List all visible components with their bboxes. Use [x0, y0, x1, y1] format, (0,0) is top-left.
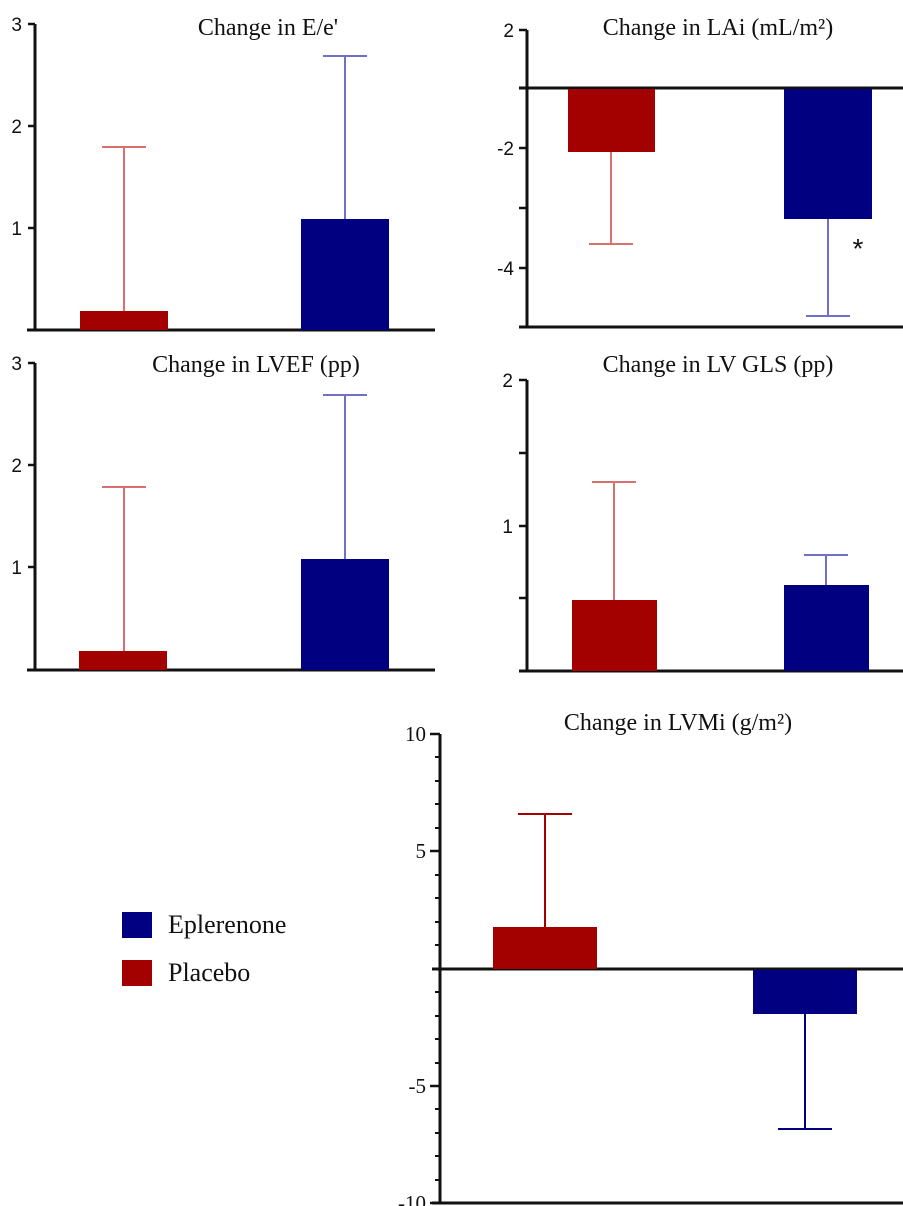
panel-title: Change in LVEF (pp): [152, 352, 360, 378]
bar-eplerenone: [753, 970, 857, 1014]
legend-item-eplerenone: Eplerenone: [122, 910, 286, 940]
y-tick-label: 3: [11, 354, 22, 375]
y-tick-label: 1: [502, 517, 513, 538]
bar-placebo: [79, 651, 167, 670]
y-tick-label: -2: [497, 139, 514, 160]
legend-label: Eplerenone: [168, 910, 287, 939]
panel-lv-gls: Change in LV GLS (pp) 1 2: [502, 352, 903, 673]
panel-title: Change in E/e': [198, 15, 338, 41]
bar-eplerenone: [301, 219, 389, 330]
panel-e-e: Change in E/e' 1 2 3: [11, 15, 435, 332]
bar-eplerenone: [784, 89, 872, 219]
significance-asterisk: *: [853, 233, 864, 264]
panel-title: Change in LV GLS (pp): [603, 352, 834, 378]
bar-placebo: [80, 311, 168, 330]
y-tick-label: 2: [502, 371, 513, 392]
panel-lvmi: Change in LVMi (g/m²) 10: [398, 710, 903, 1206]
legend-swatch-eplerenone: [122, 912, 152, 938]
bar-eplerenone: [301, 559, 389, 670]
y-tick-label: 2: [11, 117, 22, 138]
legend-label: Placebo: [168, 958, 251, 987]
legend-item-placebo: Placebo: [122, 958, 286, 988]
y-tick-label: -10: [398, 1191, 426, 1206]
y-tick-label: 1: [11, 219, 22, 240]
panel-title: Change in LAi (mL/m²): [603, 15, 833, 41]
bar-placebo: [572, 600, 657, 671]
y-tick-label: 2: [11, 456, 22, 477]
y-tick-label: -4: [497, 259, 514, 280]
legend-swatch-placebo: [122, 960, 152, 986]
bar-eplerenone: [784, 585, 869, 671]
y-minor-ticks: [435, 756, 440, 1181]
panel-title: Change in LVMi (g/m²): [564, 710, 792, 736]
y-tick-label: 10: [405, 722, 426, 746]
y-tick-label: -5: [409, 1074, 427, 1098]
legend: Eplerenone Placebo: [122, 910, 286, 1006]
panel-lvef: Change in LVEF (pp) 1 2 3: [11, 352, 435, 672]
panel-lai: Change in LAi (mL/m²) 2 -2 -4 *: [497, 15, 903, 329]
bar-placebo: [493, 927, 597, 969]
bar-placebo: [568, 89, 655, 152]
y-tick-label: 5: [416, 839, 427, 863]
y-tick-label: 3: [11, 15, 22, 36]
y-tick-label: 2: [503, 21, 514, 42]
y-tick-label: 1: [11, 558, 22, 579]
